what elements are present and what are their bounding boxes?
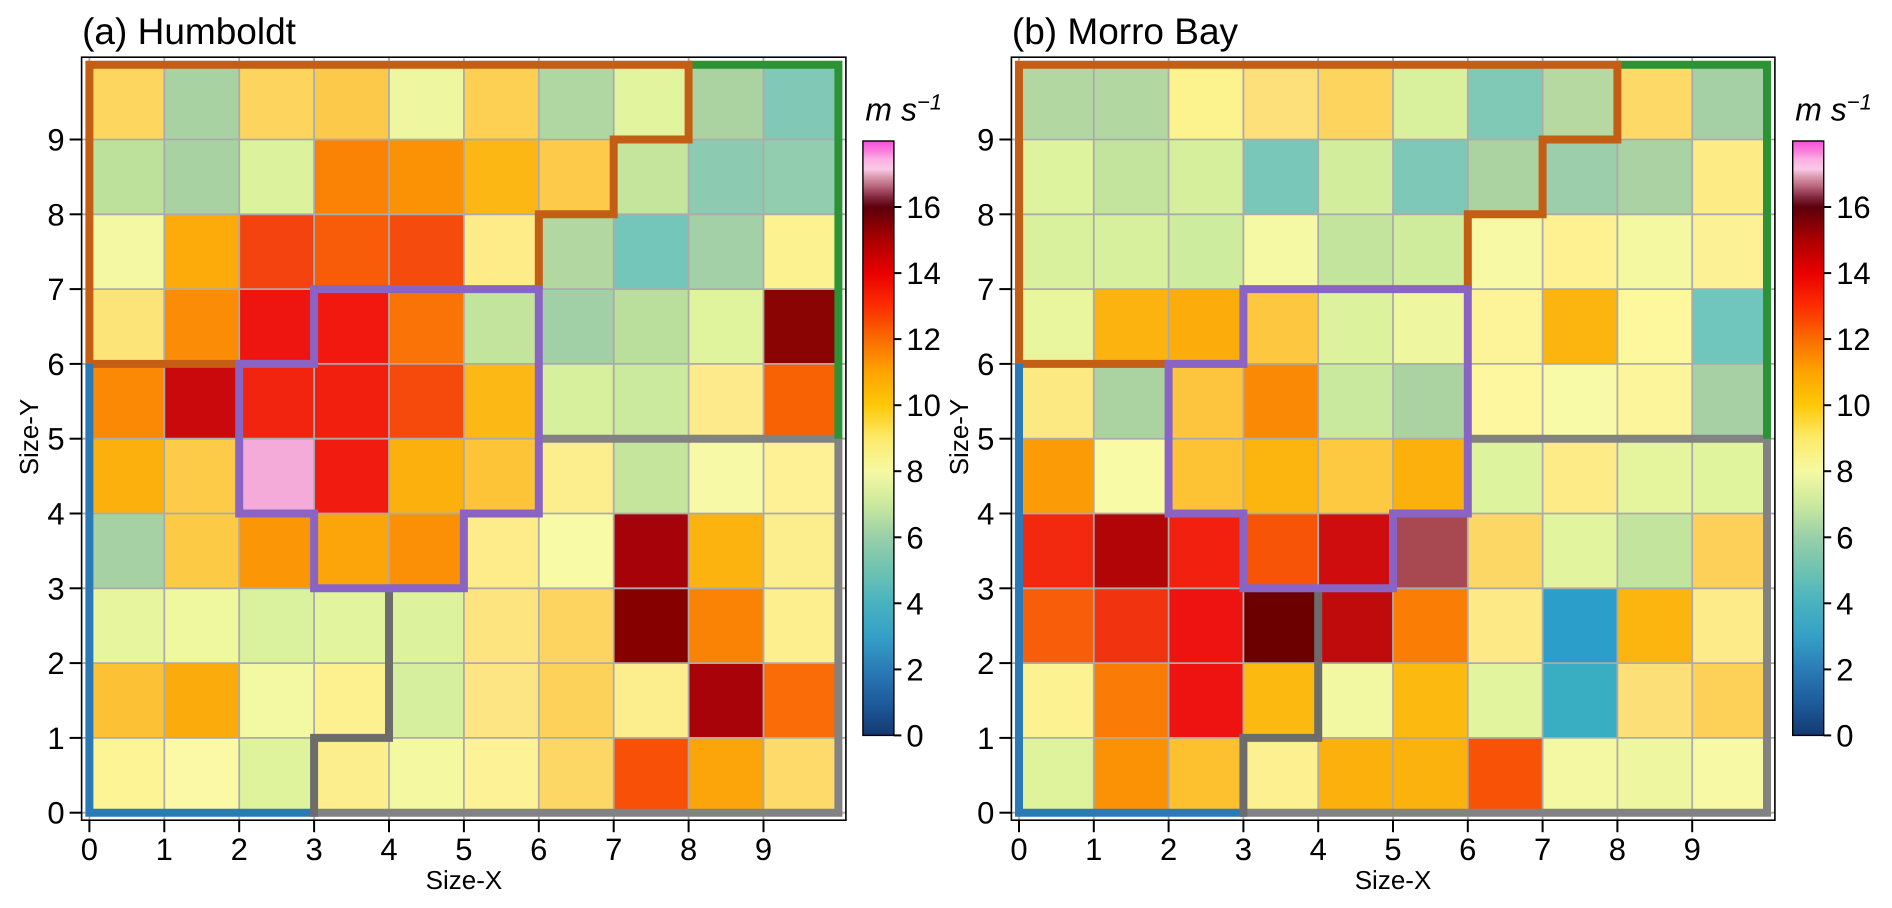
svg-text:m s−1: m s−1 bbox=[1795, 90, 1872, 128]
svg-text:5: 5 bbox=[47, 422, 64, 457]
svg-text:5: 5 bbox=[455, 832, 472, 867]
svg-text:1: 1 bbox=[1085, 832, 1102, 867]
svg-text:12: 12 bbox=[906, 322, 940, 357]
svg-text:1: 1 bbox=[47, 721, 64, 756]
svg-text:16: 16 bbox=[906, 190, 940, 225]
svg-text:9: 9 bbox=[755, 832, 772, 867]
svg-text:9: 9 bbox=[47, 123, 64, 158]
svg-text:12: 12 bbox=[1836, 322, 1870, 357]
svg-text:4: 4 bbox=[1836, 586, 1853, 621]
svg-text:4: 4 bbox=[1310, 832, 1327, 867]
svg-text:16: 16 bbox=[1836, 190, 1870, 225]
svg-text:4: 4 bbox=[977, 497, 994, 532]
svg-text:8: 8 bbox=[906, 454, 923, 489]
svg-text:4: 4 bbox=[906, 586, 923, 621]
svg-text:m s−1: m s−1 bbox=[865, 90, 942, 128]
svg-text:5: 5 bbox=[977, 422, 994, 457]
svg-text:6: 6 bbox=[1459, 832, 1476, 867]
svg-text:8: 8 bbox=[1836, 454, 1853, 489]
svg-text:Size-Y: Size-Y bbox=[14, 399, 44, 476]
svg-text:0: 0 bbox=[1836, 718, 1853, 753]
svg-text:10: 10 bbox=[906, 388, 940, 423]
svg-text:2: 2 bbox=[1836, 652, 1853, 687]
svg-text:8: 8 bbox=[1609, 832, 1626, 867]
svg-text:6: 6 bbox=[977, 347, 994, 382]
svg-text:2: 2 bbox=[231, 832, 248, 867]
svg-text:9: 9 bbox=[977, 123, 994, 158]
svg-text:Size-Y: Size-Y bbox=[944, 399, 974, 476]
svg-text:4: 4 bbox=[47, 497, 64, 532]
svg-text:7: 7 bbox=[1534, 832, 1551, 867]
svg-text:2: 2 bbox=[977, 646, 994, 681]
svg-text:6: 6 bbox=[530, 832, 547, 867]
svg-text:(a) Humboldt: (a) Humboldt bbox=[82, 11, 297, 52]
svg-text:0: 0 bbox=[81, 832, 98, 867]
svg-text:3: 3 bbox=[305, 832, 322, 867]
svg-text:9: 9 bbox=[1684, 832, 1701, 867]
svg-text:2: 2 bbox=[906, 652, 923, 687]
svg-text:14: 14 bbox=[1836, 256, 1870, 291]
svg-text:0: 0 bbox=[906, 718, 923, 753]
svg-text:4: 4 bbox=[380, 832, 397, 867]
svg-text:1: 1 bbox=[977, 721, 994, 756]
svg-text:Size-X: Size-X bbox=[1355, 865, 1432, 895]
svg-text:10: 10 bbox=[1836, 388, 1870, 423]
svg-text:8: 8 bbox=[977, 197, 994, 232]
svg-text:7: 7 bbox=[977, 272, 994, 307]
svg-text:2: 2 bbox=[1160, 832, 1177, 867]
svg-text:3: 3 bbox=[977, 571, 994, 606]
svg-text:7: 7 bbox=[605, 832, 622, 867]
svg-text:Size-X: Size-X bbox=[426, 865, 503, 895]
svg-text:0: 0 bbox=[47, 796, 64, 831]
svg-text:3: 3 bbox=[47, 571, 64, 606]
svg-text:0: 0 bbox=[1010, 832, 1027, 867]
svg-text:8: 8 bbox=[680, 832, 697, 867]
svg-text:3: 3 bbox=[1235, 832, 1252, 867]
svg-text:6: 6 bbox=[1836, 520, 1853, 555]
svg-text:0: 0 bbox=[977, 796, 994, 831]
svg-text:14: 14 bbox=[906, 256, 940, 291]
svg-text:6: 6 bbox=[47, 347, 64, 382]
svg-text:(b) Morro Bay: (b) Morro Bay bbox=[1012, 11, 1239, 52]
svg-text:7: 7 bbox=[47, 272, 64, 307]
svg-text:2: 2 bbox=[47, 646, 64, 681]
svg-text:1: 1 bbox=[156, 832, 173, 867]
svg-text:5: 5 bbox=[1384, 832, 1401, 867]
svg-text:8: 8 bbox=[47, 197, 64, 232]
svg-text:6: 6 bbox=[906, 520, 923, 555]
